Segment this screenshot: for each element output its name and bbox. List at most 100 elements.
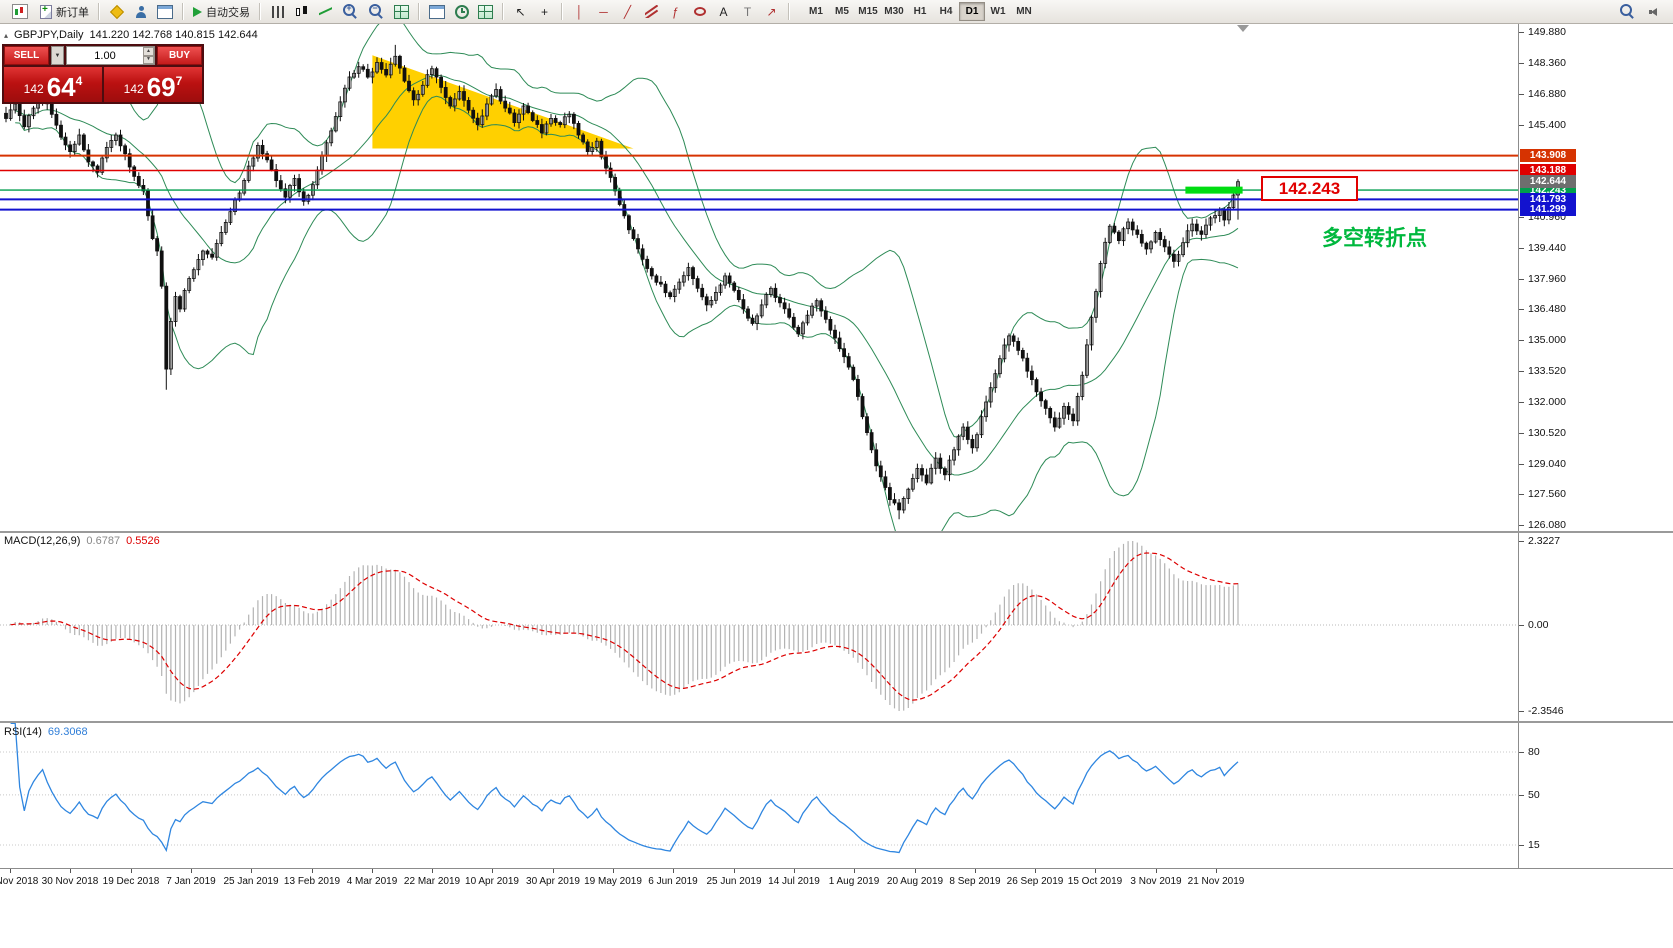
price-annotation-box[interactable]: 142.243 xyxy=(1261,176,1358,201)
search-button[interactable] xyxy=(1615,2,1640,22)
candle-chart-button[interactable] xyxy=(290,2,313,22)
volume-input[interactable] xyxy=(67,47,143,64)
rsi-pane[interactable] xyxy=(0,722,1518,854)
speaker-icon xyxy=(1648,6,1661,18)
buy-price-big: 69 xyxy=(146,72,176,102)
rsi-line xyxy=(10,722,1239,854)
buy-button[interactable]: BUY xyxy=(157,46,202,65)
buy-price-sup: 7 xyxy=(175,74,183,88)
new-chart-button[interactable] xyxy=(425,2,449,22)
period-button[interactable] xyxy=(450,2,473,22)
macd-tick xyxy=(1519,625,1524,626)
horizontal-line-button[interactable]: ─ xyxy=(592,2,615,22)
pane-separator[interactable] xyxy=(0,721,1673,723)
timeframe-button-mn[interactable]: MN xyxy=(1011,2,1037,21)
vertical-line-button[interactable]: │ xyxy=(568,2,591,22)
zoom-in-button[interactable]: + xyxy=(338,2,363,22)
rsi-name: RSI(14) xyxy=(4,726,42,738)
macd-signal-line xyxy=(10,552,1239,701)
order-type-dropdown[interactable]: ▼ xyxy=(51,46,64,65)
date-tick xyxy=(975,869,976,873)
timeframe-button-w1[interactable]: W1 xyxy=(985,2,1011,21)
price-tick xyxy=(1519,340,1524,341)
rsi-tick xyxy=(1519,845,1524,846)
level-price-label: 141.299 xyxy=(1520,203,1576,216)
cursor-button[interactable]: ↖ xyxy=(509,2,532,22)
price-tick-label: 129.040 xyxy=(1528,458,1566,470)
macd-histogram xyxy=(10,541,1239,711)
fibonacci-button[interactable]: ƒ xyxy=(664,2,687,22)
horizontal-line-icon: ─ xyxy=(599,4,608,19)
macd-tick-label: -2.3546 xyxy=(1528,705,1564,717)
arrows-button[interactable]: ↗ xyxy=(760,2,783,22)
zoom-out-icon: − xyxy=(369,4,381,16)
buy-price-button[interactable]: 142 69 7 xyxy=(104,67,202,102)
indicators-button[interactable] xyxy=(474,2,497,22)
bollinger-band-middle xyxy=(15,74,1239,476)
chinese-note-text[interactable]: 多空转折点 xyxy=(1322,227,1427,250)
bar-chart-button[interactable] xyxy=(266,2,289,22)
play-icon xyxy=(193,6,202,17)
macd-pane[interactable] xyxy=(0,541,1518,711)
buy-price-main: 142 xyxy=(123,82,144,96)
timeframe-button-d1[interactable]: D1 xyxy=(959,2,985,21)
ellipse-icon xyxy=(693,7,706,16)
shapes-button[interactable] xyxy=(688,2,711,22)
volume-up-button[interactable]: ▲ xyxy=(143,47,154,56)
volume-down-button[interactable]: ▼ xyxy=(143,55,154,64)
candle-wicks xyxy=(5,44,1239,520)
new-order-button[interactable]: 新订单 xyxy=(36,2,93,22)
price-scale[interactable]: 149.880 148.360 146.880 145.400 140.960 139.4… xyxy=(1518,24,1673,868)
date-tick xyxy=(432,869,433,873)
pane-separator[interactable] xyxy=(0,531,1673,533)
timeframe-button-m5[interactable]: M5 xyxy=(829,2,855,21)
line-chart-button[interactable] xyxy=(314,2,337,22)
price-tick xyxy=(1519,402,1524,403)
autotrading-button[interactable]: 自动交易 xyxy=(189,2,254,22)
profiles-button[interactable] xyxy=(105,2,128,22)
collapse-panel-icon[interactable]: ▴ xyxy=(4,30,9,40)
price-tick-label: 127.560 xyxy=(1528,488,1566,500)
date-label: 19 Dec 2018 xyxy=(102,876,160,887)
price-tick xyxy=(1519,125,1524,126)
market-watch-button[interactable] xyxy=(129,2,152,22)
timeframe-button-m30[interactable]: M30 xyxy=(881,2,907,21)
date-label: 7 Jan 2019 xyxy=(166,876,216,887)
timeframe-button-m1[interactable]: M1 xyxy=(803,2,829,21)
descending-triangle-drawing[interactable] xyxy=(372,55,634,149)
trendline-button[interactable]: ╱ xyxy=(616,2,639,22)
profiles-icon xyxy=(109,4,124,19)
price-tick xyxy=(1519,371,1524,372)
crosshair-icon: + xyxy=(540,4,548,19)
macd-value: 0.6787 xyxy=(86,535,121,547)
price-tick xyxy=(1519,464,1524,465)
sell-price-main: 142 xyxy=(23,82,44,96)
tile-windows-button[interactable] xyxy=(390,2,413,22)
text-label-button[interactable]: T xyxy=(736,2,759,22)
alerts-button[interactable] xyxy=(1643,2,1666,22)
sell-price-button[interactable]: 142 64 4 xyxy=(4,67,102,102)
timeframe-button-h4[interactable]: H4 xyxy=(933,2,959,21)
date-label: 12 Nov 2018 xyxy=(0,876,39,887)
crosshair-button[interactable]: + xyxy=(533,2,556,22)
macd-name: MACD(12,26,9) xyxy=(4,535,81,547)
timeframe-button-m15[interactable]: M15 xyxy=(855,2,881,21)
text-icon: A xyxy=(719,4,728,19)
timeframe-button-h1[interactable]: H1 xyxy=(907,2,933,21)
vertical-line-icon: │ xyxy=(575,4,584,19)
channel-button[interactable] xyxy=(640,2,663,22)
navigator-button[interactable] xyxy=(153,2,177,22)
date-label: 30 Apr 2019 xyxy=(526,876,580,887)
text-button[interactable]: A xyxy=(712,2,735,22)
date-tick xyxy=(734,869,735,873)
chart-logo-icon xyxy=(11,4,28,19)
date-label: 15 Oct 2019 xyxy=(1067,876,1123,887)
chart-shift-marker[interactable] xyxy=(1237,25,1249,32)
zoom-out-button[interactable]: − xyxy=(364,2,389,22)
price-tick-label: 126.080 xyxy=(1528,519,1566,531)
symbol-name: GBPJPY,Daily xyxy=(14,29,84,41)
sell-button[interactable]: SELL xyxy=(4,46,49,65)
